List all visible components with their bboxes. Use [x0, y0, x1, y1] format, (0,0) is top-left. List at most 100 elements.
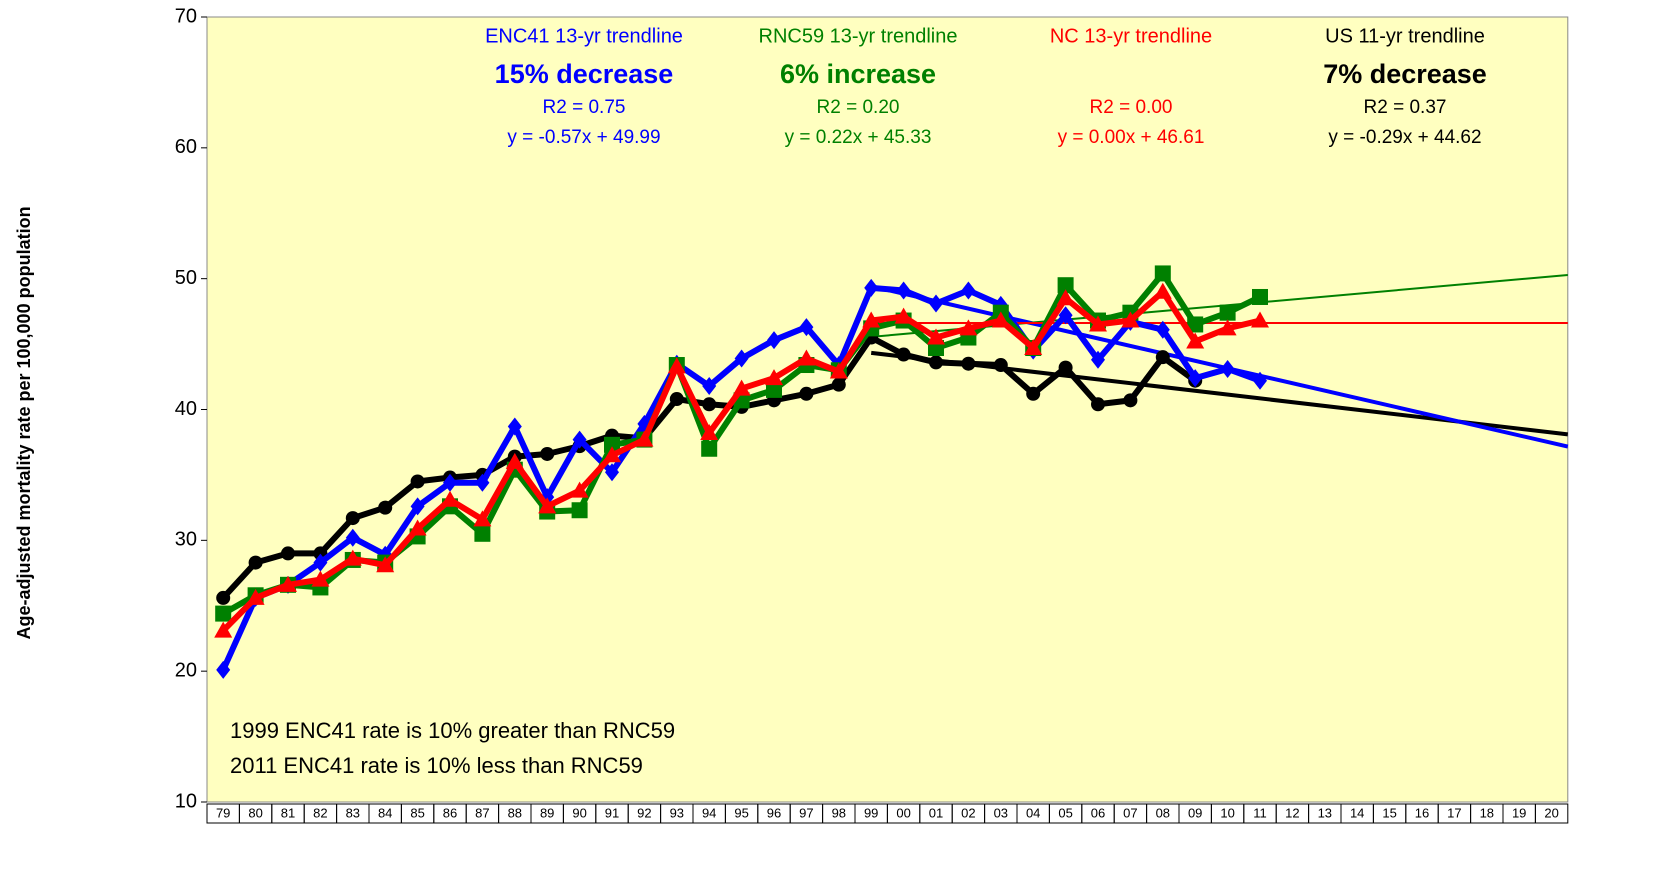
marker	[1091, 397, 1105, 412]
x-tick-label: 02	[961, 805, 975, 820]
marker	[311, 570, 330, 587]
marker	[929, 294, 943, 313]
trend-change: 7% decrease	[1323, 59, 1487, 89]
x-tick-label: 07	[1123, 805, 1137, 820]
x-tick-label: 99	[864, 805, 878, 820]
x-tick-label: 10	[1220, 805, 1234, 820]
x-tick-label: 15	[1382, 805, 1396, 820]
marker	[1220, 359, 1235, 378]
marker	[215, 605, 232, 622]
marker	[993, 358, 1008, 373]
x-tick-label: 20	[1544, 805, 1558, 820]
x-tick-label: 87	[475, 805, 489, 820]
marker	[603, 446, 621, 463]
marker	[1091, 350, 1105, 369]
trend-equation: y = -0.57x + 49.99	[507, 127, 660, 148]
x-tick-label: 16	[1415, 805, 1429, 820]
marker	[961, 281, 976, 300]
note: 2011 ENC41 rate is 10% less than RNC59	[230, 753, 643, 778]
x-tick-label: 92	[637, 805, 651, 820]
marker	[667, 357, 686, 374]
marker	[443, 473, 457, 492]
marker	[216, 590, 231, 605]
marker	[1155, 320, 1170, 339]
y-tick-label: 50	[175, 267, 197, 289]
trend-change: 6% increase	[780, 59, 936, 89]
marker	[1188, 369, 1203, 388]
marker	[702, 397, 717, 412]
marker	[246, 588, 265, 605]
x-tick-label: 08	[1156, 805, 1170, 820]
x-tick-label: 83	[346, 805, 360, 820]
x-tick-label: 04	[1026, 805, 1040, 820]
marker	[1218, 319, 1237, 336]
trend-equation: y = -0.29x + 44.62	[1328, 127, 1481, 148]
y-tick-label: 30	[175, 529, 197, 551]
marker	[959, 319, 978, 336]
marker	[474, 525, 491, 542]
y-tick-label: 60	[175, 136, 197, 158]
x-tick-label: 80	[248, 805, 262, 820]
trend-change: 15% decrease	[495, 59, 674, 89]
x-tick-label: 90	[572, 805, 586, 820]
marker	[343, 549, 362, 566]
marker	[700, 424, 719, 441]
marker	[604, 436, 620, 453]
marker	[540, 446, 555, 461]
x-tick-label: 17	[1447, 805, 1461, 820]
marker	[799, 386, 814, 401]
marker	[605, 463, 619, 482]
marker	[279, 575, 297, 592]
y-axis-label: Age-adjusted mortality rate per 100,000 …	[14, 206, 34, 639]
x-tick-label: 91	[605, 805, 619, 820]
marker	[894, 307, 913, 324]
marker	[216, 660, 231, 679]
marker	[669, 392, 684, 407]
marker	[1024, 339, 1043, 356]
trend-r2: R2 = 0.75	[543, 97, 626, 118]
x-tick-label: 14	[1350, 805, 1364, 820]
marker	[410, 497, 425, 516]
x-tick-label: 85	[410, 805, 424, 820]
marker	[507, 417, 522, 436]
marker	[831, 377, 846, 392]
x-tick-label: 93	[670, 805, 684, 820]
x-tick-label: 79	[216, 805, 230, 820]
trend-r2: R2 = 0.37	[1364, 97, 1447, 118]
marker	[701, 440, 718, 457]
x-tick-label: 89	[540, 805, 554, 820]
x-tick-label: 19	[1512, 805, 1526, 820]
x-tick-label: 94	[702, 805, 716, 820]
marker	[961, 356, 976, 371]
marker	[1154, 265, 1171, 282]
marker	[1056, 289, 1075, 306]
x-tick-label: 12	[1285, 805, 1299, 820]
y-tick-label: 10	[175, 790, 197, 812]
marker	[378, 500, 393, 515]
marker	[797, 349, 816, 366]
marker	[1057, 277, 1074, 294]
marker	[1058, 306, 1073, 325]
x-tick-label: 86	[443, 805, 457, 820]
marker	[732, 379, 751, 396]
marker	[829, 362, 848, 379]
marker	[345, 528, 360, 547]
trend-title: NC 13-yr trendline	[1050, 25, 1212, 47]
x-tick-label: 03	[994, 805, 1008, 820]
marker	[799, 318, 814, 337]
trend-r2: R2 = 0.20	[817, 97, 900, 118]
trend-title: RNC59 13-yr trendline	[759, 25, 958, 47]
marker	[473, 510, 492, 527]
marker	[572, 430, 587, 449]
trend-equation: y = 0.22x + 45.33	[785, 127, 932, 148]
y-tick-label: 70	[175, 5, 197, 27]
marker	[766, 381, 782, 398]
marker	[1252, 288, 1268, 305]
marker	[376, 556, 395, 573]
marker	[862, 311, 881, 328]
x-tick-label: 88	[508, 805, 522, 820]
marker	[864, 278, 879, 297]
x-tick-label: 06	[1091, 805, 1105, 820]
x-tick-label: 97	[799, 805, 813, 820]
marker	[929, 355, 943, 370]
